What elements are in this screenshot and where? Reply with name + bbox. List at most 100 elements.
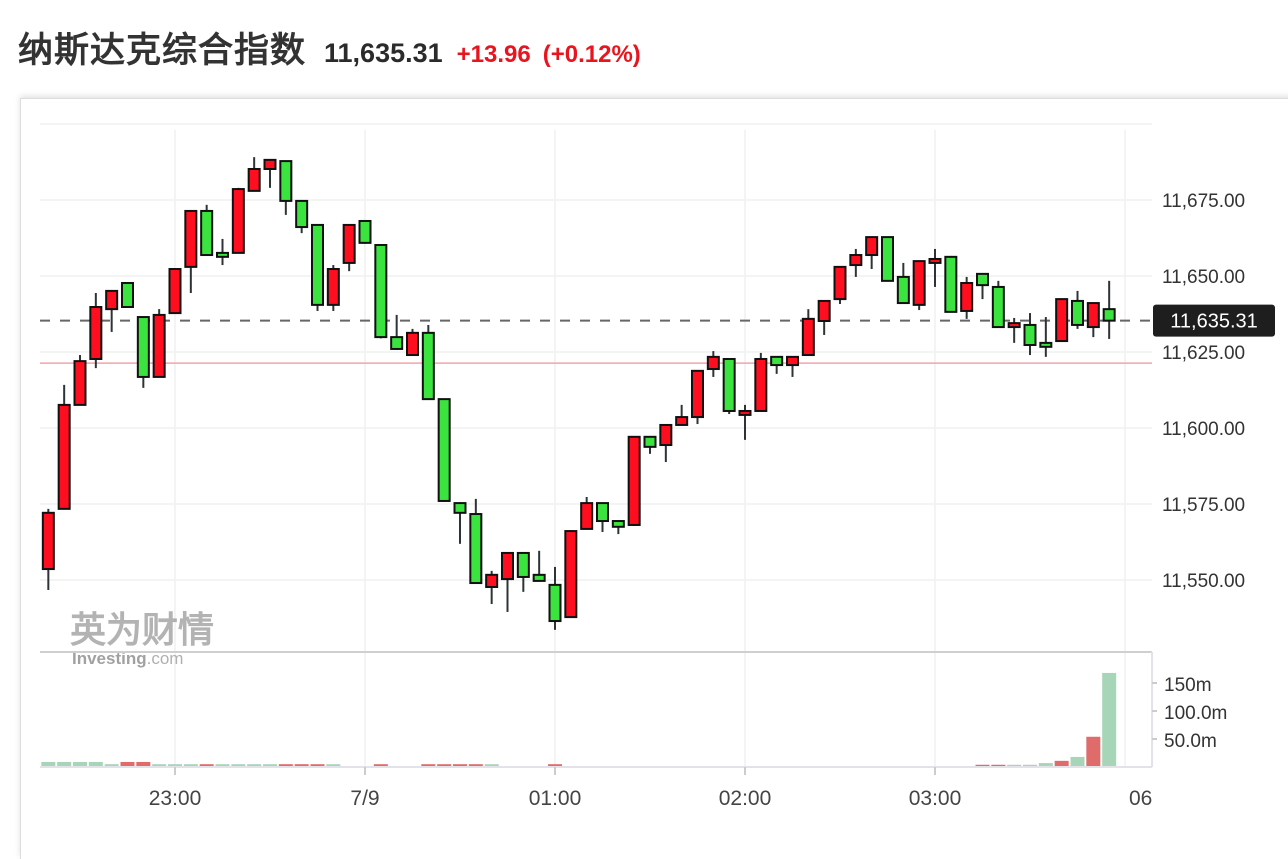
candle[interactable]: [326, 265, 340, 311]
candle-body: [311, 223, 324, 306]
candle[interactable]: [738, 404, 752, 440]
candle-body: [263, 158, 277, 170]
candle[interactable]: [580, 497, 594, 530]
volume-bar: [548, 764, 562, 767]
candle[interactable]: [1055, 298, 1069, 343]
candle[interactable]: [722, 357, 736, 415]
candle-body: [89, 306, 103, 360]
candle[interactable]: [57, 384, 71, 510]
candle[interactable]: [786, 355, 799, 377]
candle[interactable]: [960, 276, 974, 319]
candle[interactable]: [896, 262, 910, 305]
candle-body: [991, 285, 1005, 329]
candle[interactable]: [358, 219, 372, 244]
candle-body: [849, 254, 863, 267]
candle[interactable]: [881, 236, 894, 282]
candle[interactable]: [991, 280, 1005, 329]
candle[interactable]: [247, 157, 261, 192]
candle[interactable]: [168, 268, 182, 315]
candle[interactable]: [184, 209, 198, 294]
candle[interactable]: [516, 551, 530, 592]
y-tick-label: 11,625.00: [1162, 343, 1245, 364]
candle[interactable]: [928, 248, 942, 287]
candle[interactable]: [136, 316, 150, 388]
candle[interactable]: [200, 204, 214, 257]
candle[interactable]: [770, 355, 784, 374]
candle[interactable]: [849, 248, 863, 277]
volume-bar: [1086, 736, 1101, 767]
candle[interactable]: [865, 236, 879, 270]
candle[interactable]: [311, 223, 324, 311]
x-tick-label: 01:00: [529, 787, 582, 810]
candle[interactable]: [754, 352, 768, 412]
candle[interactable]: [659, 423, 673, 463]
candle[interactable]: [105, 289, 119, 332]
candle-body: [801, 317, 815, 357]
candle[interactable]: [564, 530, 578, 619]
candle[interactable]: [437, 398, 451, 502]
candle[interactable]: [548, 566, 562, 630]
candle-body: [1086, 302, 1100, 329]
candlestick-chart[interactable]: 英为财情 Investing.com 11,675.0011,650.0011,…: [0, 0, 1288, 834]
candle-body: [216, 251, 229, 258]
candle[interactable]: [643, 435, 657, 454]
volume-bar: [152, 764, 167, 767]
candle[interactable]: [817, 299, 831, 335]
volume-bar: [1023, 764, 1037, 767]
volume-bar: [41, 761, 56, 767]
candle[interactable]: [801, 309, 815, 357]
candle[interactable]: [611, 520, 625, 535]
candle-body: [279, 160, 293, 202]
candle-body: [168, 268, 182, 315]
candle[interactable]: [944, 255, 958, 313]
volume-bar: [1038, 763, 1053, 767]
candle[interactable]: [1039, 317, 1053, 357]
x-tick-label: 06: [1129, 787, 1152, 810]
candle[interactable]: [73, 355, 87, 406]
candle[interactable]: [421, 324, 435, 401]
candle[interactable]: [912, 260, 926, 311]
candle[interactable]: [1102, 280, 1116, 339]
candles: [41, 157, 1116, 630]
candle[interactable]: [279, 160, 293, 215]
candle-body: [738, 409, 752, 416]
candle[interactable]: [453, 502, 467, 544]
candle[interactable]: [596, 502, 609, 532]
candle[interactable]: [501, 551, 514, 612]
candle-body: [659, 423, 673, 447]
volume-tick-label: 50.0m: [1164, 731, 1217, 752]
candle[interactable]: [390, 314, 404, 350]
candle[interactable]: [41, 508, 55, 591]
candle[interactable]: [1086, 302, 1100, 338]
candle[interactable]: [89, 293, 103, 369]
candle[interactable]: [1023, 313, 1037, 356]
candle[interactable]: [263, 158, 277, 188]
candle[interactable]: [706, 351, 720, 377]
x-tick-label: 23:00: [149, 787, 202, 810]
candle[interactable]: [342, 223, 356, 272]
candle[interactable]: [374, 243, 388, 339]
candle[interactable]: [485, 570, 499, 605]
candle[interactable]: [1071, 290, 1084, 329]
candle-body: [358, 219, 372, 244]
candle[interactable]: [231, 187, 245, 254]
candle-body: [184, 209, 198, 268]
volume-bar: [373, 764, 388, 767]
candle[interactable]: [121, 281, 134, 309]
candle[interactable]: [691, 369, 704, 425]
candle[interactable]: [216, 238, 229, 266]
candle[interactable]: [532, 550, 546, 582]
volume-bar: [104, 764, 119, 767]
candle[interactable]: [406, 328, 419, 357]
candle[interactable]: [976, 272, 989, 300]
candle[interactable]: [295, 199, 309, 234]
candle[interactable]: [833, 265, 847, 304]
volume-bar: [975, 764, 990, 767]
candle[interactable]: [627, 435, 641, 526]
candle[interactable]: [469, 498, 483, 585]
candle[interactable]: [152, 309, 166, 378]
candle-body: [485, 573, 499, 588]
candle[interactable]: [675, 404, 689, 426]
axes: 11,675.00 11,650.00 11,625.00 11,600.00 11,5…: [40, 191, 1275, 810]
candle[interactable]: [1007, 317, 1021, 343]
